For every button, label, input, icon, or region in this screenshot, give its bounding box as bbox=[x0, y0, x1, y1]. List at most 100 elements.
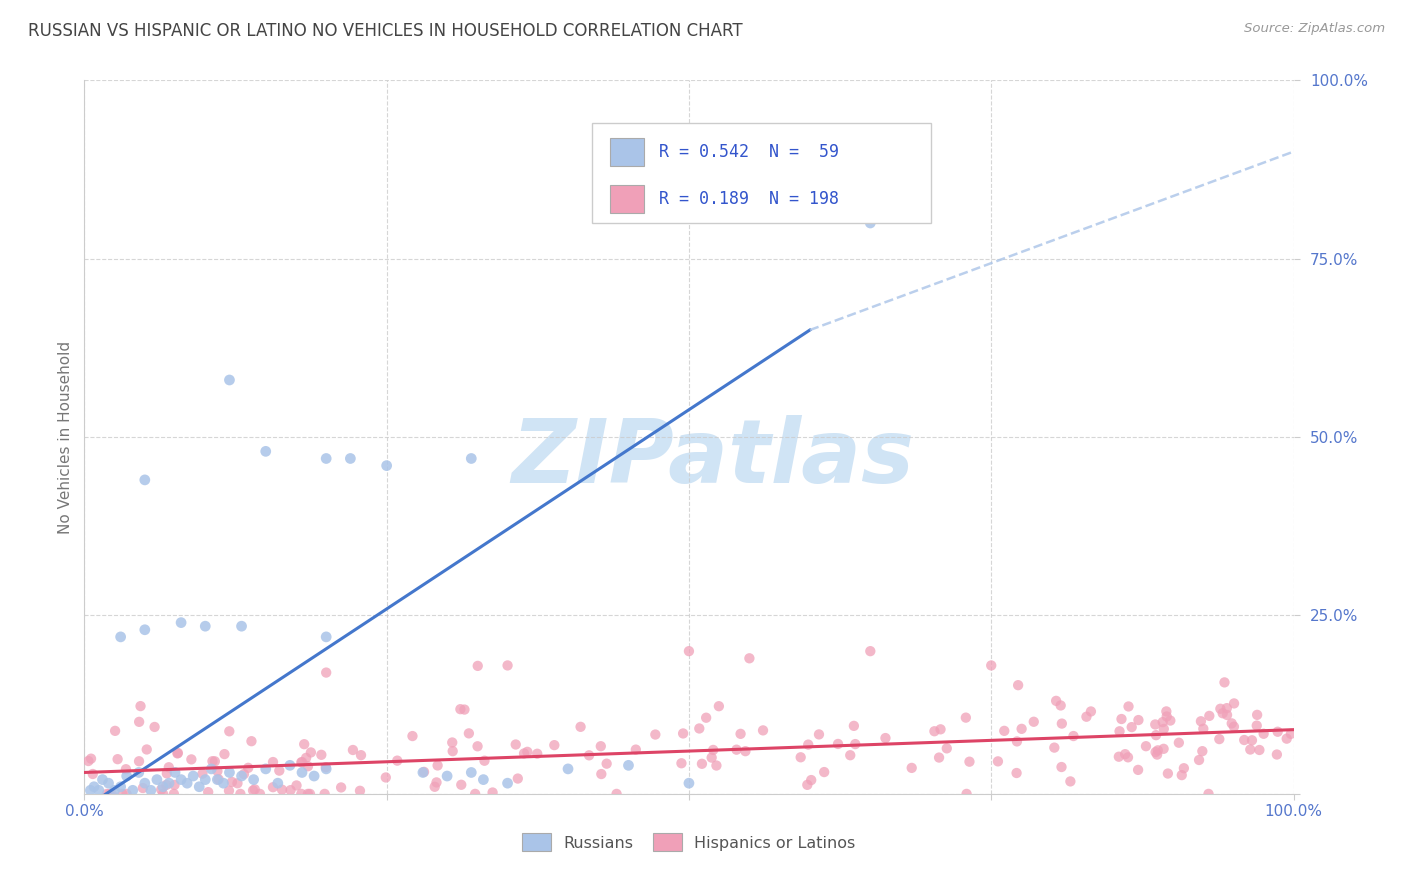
Point bbox=[441, 744, 464, 758]
Point bbox=[516, 745, 538, 759]
Point bbox=[221, 775, 243, 789]
Point bbox=[1216, 708, 1239, 723]
Point bbox=[1144, 717, 1167, 731]
Point bbox=[412, 765, 434, 780]
Point bbox=[104, 783, 127, 797]
Point bbox=[1135, 739, 1157, 754]
Point bbox=[980, 658, 1002, 673]
Text: ZIPatlas: ZIPatlas bbox=[512, 415, 915, 502]
Point bbox=[1108, 724, 1130, 739]
Point bbox=[688, 722, 710, 736]
Text: R = 0.189  N = 198: R = 0.189 N = 198 bbox=[659, 190, 839, 208]
Point bbox=[1007, 678, 1029, 692]
Point bbox=[1128, 713, 1150, 727]
Point bbox=[170, 615, 193, 630]
Point bbox=[387, 754, 409, 768]
Point bbox=[797, 738, 820, 752]
Point bbox=[959, 755, 981, 769]
Point bbox=[104, 723, 127, 738]
Point bbox=[342, 743, 364, 757]
Point bbox=[132, 780, 155, 795]
Point bbox=[827, 737, 849, 751]
Point bbox=[165, 765, 187, 780]
Point bbox=[706, 758, 728, 772]
Point bbox=[315, 451, 337, 466]
Point bbox=[1146, 743, 1168, 757]
Point bbox=[152, 787, 174, 801]
Point bbox=[543, 738, 565, 752]
Point bbox=[1213, 675, 1236, 690]
Point bbox=[128, 714, 150, 729]
Point bbox=[157, 760, 180, 774]
Point bbox=[1153, 722, 1175, 736]
Point bbox=[194, 772, 217, 787]
Point bbox=[900, 761, 922, 775]
Point bbox=[231, 619, 253, 633]
Point bbox=[1157, 766, 1180, 780]
Point bbox=[156, 766, 179, 780]
Point bbox=[146, 772, 169, 787]
Point bbox=[291, 765, 314, 780]
Point bbox=[191, 766, 214, 780]
Point bbox=[591, 767, 613, 781]
Point bbox=[1171, 768, 1194, 782]
Point bbox=[401, 729, 423, 743]
Point bbox=[1240, 733, 1263, 747]
Point bbox=[453, 702, 475, 716]
Point bbox=[413, 764, 436, 779]
Point bbox=[83, 780, 105, 794]
Point bbox=[460, 451, 482, 466]
Point bbox=[278, 758, 301, 772]
FancyBboxPatch shape bbox=[610, 138, 644, 166]
Point bbox=[928, 750, 950, 764]
Point bbox=[738, 651, 761, 665]
Point bbox=[134, 623, 156, 637]
Point bbox=[1246, 718, 1268, 732]
Point bbox=[128, 754, 150, 768]
Point bbox=[730, 727, 752, 741]
Point bbox=[291, 755, 314, 769]
Point bbox=[859, 644, 882, 658]
Point bbox=[678, 776, 700, 790]
Point bbox=[115, 787, 138, 801]
Point bbox=[280, 783, 302, 797]
Point bbox=[1114, 747, 1136, 761]
Point bbox=[1152, 715, 1174, 730]
Point bbox=[330, 780, 353, 795]
Point bbox=[134, 473, 156, 487]
Point bbox=[197, 785, 219, 799]
Text: Source: ZipAtlas.com: Source: ZipAtlas.com bbox=[1244, 22, 1385, 36]
Point bbox=[1239, 742, 1261, 756]
Point bbox=[194, 619, 217, 633]
Point bbox=[1144, 728, 1167, 742]
Point bbox=[79, 783, 101, 797]
Point bbox=[315, 665, 337, 680]
Point bbox=[1111, 712, 1133, 726]
Point bbox=[1059, 774, 1081, 789]
Point bbox=[859, 216, 882, 230]
Point bbox=[218, 783, 240, 797]
Point bbox=[671, 756, 693, 771]
Point bbox=[315, 762, 337, 776]
Point bbox=[218, 373, 240, 387]
Point bbox=[1050, 760, 1073, 774]
Point bbox=[80, 752, 103, 766]
Point bbox=[929, 723, 952, 737]
Point bbox=[526, 747, 548, 761]
Point bbox=[734, 744, 756, 758]
Point bbox=[374, 771, 396, 785]
Point bbox=[1189, 714, 1212, 729]
Point bbox=[1159, 714, 1181, 728]
Point bbox=[115, 769, 138, 783]
Point bbox=[91, 772, 114, 787]
Point bbox=[1173, 761, 1195, 775]
Point bbox=[505, 738, 527, 752]
Point bbox=[481, 785, 503, 799]
Point bbox=[474, 754, 496, 768]
Point bbox=[269, 764, 291, 778]
Point bbox=[1212, 706, 1234, 721]
Text: R = 0.542  N =  59: R = 0.542 N = 59 bbox=[659, 143, 839, 161]
Point bbox=[839, 748, 862, 763]
Point bbox=[1209, 702, 1232, 716]
Point bbox=[77, 754, 100, 768]
